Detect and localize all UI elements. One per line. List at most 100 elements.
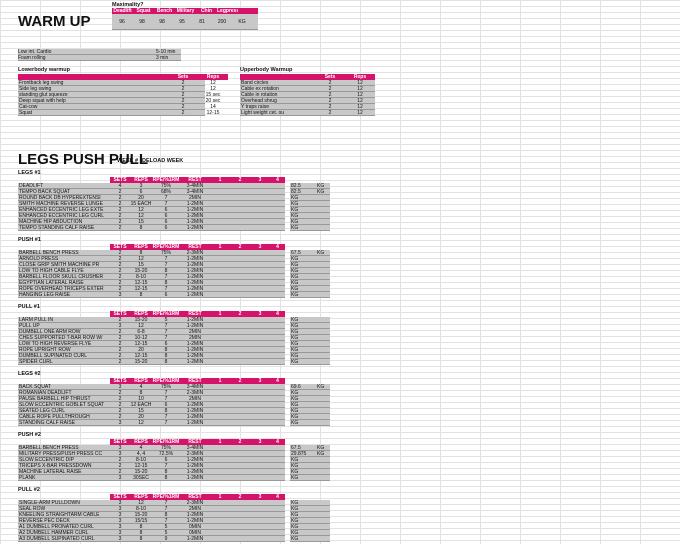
cell: 0MIN — [189, 530, 201, 536]
cell: 7 — [164, 390, 168, 396]
cell: 2 — [118, 213, 122, 219]
reps: 12 — [357, 86, 363, 92]
cell: 72.5% — [158, 451, 174, 457]
unit: KG — [291, 414, 299, 420]
row-bg — [18, 225, 285, 231]
value-bar — [112, 14, 258, 30]
cell: 12 — [138, 213, 144, 219]
load-bg — [290, 463, 330, 469]
cell: 12-15 — [134, 463, 148, 469]
row-bg — [18, 347, 285, 353]
row-bg — [18, 536, 285, 542]
cell: 8 — [164, 268, 168, 274]
unit: KG — [291, 274, 299, 280]
row-bg — [18, 451, 285, 457]
cell: 3 — [118, 512, 122, 518]
row-bg — [18, 408, 285, 414]
cell: 7 — [164, 274, 168, 280]
cell: 75% — [160, 250, 171, 256]
cell: 2 — [118, 250, 122, 256]
row-bg — [18, 256, 285, 262]
header: RPE/%1RM — [152, 244, 180, 250]
unit: KG — [291, 463, 299, 469]
cell: 3-4MIN — [186, 183, 204, 189]
load-bg — [290, 420, 330, 426]
row-bg — [18, 329, 285, 335]
unit: KG — [291, 469, 299, 475]
exercise: A1 DUMBELL PRONATED CURL — [19, 524, 94, 530]
unit: KG — [291, 408, 299, 414]
row-bg — [240, 110, 375, 116]
row-bg — [18, 335, 285, 341]
row-bg — [18, 268, 285, 274]
cell: 8 — [139, 225, 143, 231]
cell: 2 — [118, 256, 122, 262]
cell: 6 — [139, 189, 143, 195]
unit: KG — [291, 457, 299, 463]
row-bg — [18, 323, 285, 329]
sets: 2 — [181, 104, 185, 110]
header: REST — [180, 494, 210, 500]
cell: 2 — [118, 463, 122, 469]
cell: 7 — [164, 506, 168, 512]
row-bg — [18, 500, 285, 506]
cell: 7 — [164, 420, 168, 426]
cell: 75% — [160, 384, 171, 390]
sets: 2 — [181, 86, 185, 92]
exercise: STANDING CALF RAISE — [19, 420, 76, 426]
unit: KG — [291, 225, 299, 231]
exercise: ROPE UPRIGHT ROW — [19, 347, 71, 353]
cell: 12 — [138, 207, 144, 213]
unit: KG — [291, 530, 299, 536]
exercise: KNEELING STRAIGHTARM CABLE — [19, 512, 100, 518]
exercise: Cat-cow — [19, 104, 38, 110]
cell: 12-15 — [134, 280, 148, 286]
load-bg — [290, 292, 330, 298]
header: REPS — [130, 244, 152, 250]
load-bg — [290, 329, 330, 335]
cardio-label: Foam rolling — [18, 55, 156, 61]
cell: 1-2MIN — [186, 286, 204, 292]
unit: KG — [291, 390, 299, 396]
row-bg — [18, 402, 285, 408]
cell: 7 — [164, 329, 168, 335]
exercise: REVERSE PEC DECK — [19, 518, 70, 524]
cell: 2 — [118, 457, 122, 463]
sets: 2 — [181, 98, 185, 104]
row-bg — [18, 92, 205, 98]
row-bg — [18, 512, 285, 518]
exercise: ENHANCED ECCENTRIC LEG CURL — [19, 213, 105, 219]
unit: KG — [291, 262, 299, 268]
unit: KG — [291, 213, 299, 219]
header: 3 — [250, 378, 270, 384]
load-bg — [290, 408, 330, 414]
sets: 2 — [328, 98, 332, 104]
cell: 3 — [118, 475, 122, 481]
unit: KG — [317, 183, 325, 189]
header: 3 — [250, 494, 270, 500]
header: REPS — [130, 311, 152, 317]
cell: 20 — [138, 347, 144, 353]
header: 4 — [270, 439, 285, 445]
header: 2 — [230, 177, 250, 183]
exercise: MACHINE HIP ABDUCTION — [19, 219, 83, 225]
cell: 1-2MIN — [186, 256, 204, 262]
cell: 6-8 — [137, 329, 145, 335]
value: 96 — [119, 19, 125, 25]
cell: 4 — [118, 183, 122, 189]
unit: KG — [291, 335, 299, 341]
exercise: PAUSE BARBELL HIP THRUST — [19, 396, 91, 402]
header: 1 — [210, 439, 230, 445]
header: 2 — [230, 439, 250, 445]
row-bg — [18, 506, 285, 512]
header: Legpress — [217, 8, 238, 14]
row-bg — [18, 80, 205, 86]
load: 69.6 — [291, 384, 301, 390]
cell: 3 — [118, 530, 122, 536]
unit: KG — [291, 518, 299, 524]
unit: KG — [291, 195, 299, 201]
cell: 3 — [118, 536, 122, 542]
section-title: PUSH #2 — [18, 432, 41, 438]
header: RPE/%1RM — [152, 177, 180, 183]
exercise: A2 DUMBELL HAMMER CURL — [19, 530, 89, 536]
